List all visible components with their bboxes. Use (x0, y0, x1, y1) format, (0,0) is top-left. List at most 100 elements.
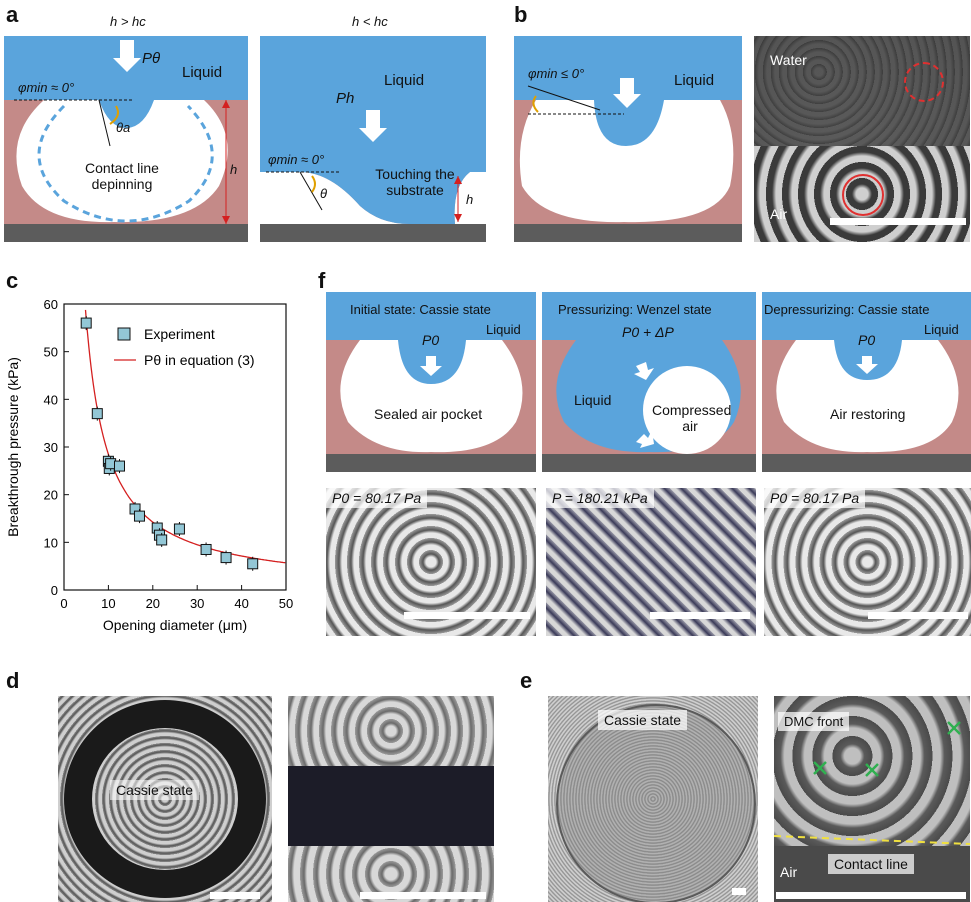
plot-frame (63, 303, 287, 591)
legend-label-fit: Pθ in equation (3) (144, 352, 255, 368)
state-3-title: Depressurizing: Cassie state (764, 302, 930, 317)
scale-bar (830, 218, 966, 225)
panel-d-micrograph-2 (288, 696, 494, 902)
panel-f-schematics: Initial state: Cassie state P0 Liquid Se… (326, 292, 971, 472)
panel-f-state-2: Pressurizing: Wenzel state P0 + ΔP Liqui… (542, 292, 756, 472)
panel-e-micrograph-1: Cassie state (548, 696, 758, 902)
scale-bar (360, 892, 486, 899)
p-h-label: Ph (336, 90, 355, 107)
scale-bar (404, 612, 530, 619)
phi-min-label: φmin ≤ 0° (528, 66, 585, 81)
data-point (200, 543, 212, 555)
data-point (133, 510, 145, 522)
y-axis-label: Breakthrough pressure (kPa) (5, 357, 21, 537)
x-axis-label: Opening diameter (μm) (103, 617, 247, 633)
x-tick-label: 0 (60, 596, 67, 611)
photo-1-label: P0 = 80.17 Pa (326, 488, 428, 508)
phi-min-label: φmin ≈ 0° (268, 152, 325, 167)
y-tick-label: 40 (44, 392, 58, 407)
data-point (114, 460, 125, 472)
y-tick-label: 20 (44, 488, 58, 503)
state-1-svg (326, 292, 536, 472)
panel-a-right: Liquid Ph φmin ≈ 0° θ h Touching the sub… (260, 36, 486, 242)
y-tick-label: 60 (44, 297, 58, 312)
panel-a-left-schematic (4, 36, 248, 242)
panel-a-left: Pθ Liquid φmin ≈ 0° θa h Contact line de… (4, 36, 248, 242)
panel-label-b: b (514, 2, 528, 27)
panel-b-schematic-svg (514, 36, 742, 242)
contact-line-label: Contact line (828, 854, 914, 874)
p-theta-label: Pθ (142, 50, 161, 67)
state-3-svg (762, 292, 971, 472)
circle-marker (842, 174, 884, 216)
data-point (91, 408, 103, 420)
panel-label-c: c (6, 268, 19, 293)
water-label: Water (770, 52, 807, 68)
state-1-pressure: P0 (422, 332, 440, 348)
panel-a-right-schematic (260, 36, 486, 242)
liquid-label: Liquid (384, 72, 425, 89)
panel-f-state-3: Depressurizing: Cassie state P0 Liquid A… (762, 292, 971, 472)
state-2-pressure: P0 + ΔP (622, 324, 674, 340)
x-tick-label: 10 (101, 596, 115, 611)
cassie-label: Cassie state (110, 780, 200, 800)
data-point (173, 523, 185, 535)
state-2-liquid: Liquid (574, 392, 612, 408)
panel-label-d: d (6, 668, 20, 693)
legend-marker-experiment (117, 327, 131, 341)
panel-e-micrograph-2: DMC front Air Contact line (774, 696, 970, 902)
state-3-body: Air restoring (830, 406, 906, 422)
panel-label-e: e (520, 668, 533, 693)
x-tick-label: 50 (279, 596, 293, 611)
y-tick-label: 50 (44, 345, 58, 360)
panel-f-photo-3: P0 = 80.17 Pa (764, 488, 971, 636)
panel-label-a: a (6, 2, 19, 27)
micrograph-pores-top (288, 696, 494, 766)
photo-2-label: P = 180.21 kPa (546, 488, 654, 508)
theta-label: θ (320, 186, 328, 201)
state-2-svg (542, 292, 756, 472)
air-label: Air (780, 864, 798, 880)
dmc-front-label: DMC front (778, 712, 850, 731)
panel-a-left-title: h > hc (110, 14, 146, 29)
phi-min-label: φmin ≈ 0° (18, 80, 75, 95)
panel-label-f: f (318, 268, 326, 293)
data-point (156, 534, 168, 546)
state-1-title: Initial state: Cassie state (350, 302, 491, 317)
y-tick-label: 10 (44, 535, 58, 550)
photo-3-label: P0 = 80.17 Pa (764, 488, 866, 508)
state-3-liquid: Liquid (924, 322, 959, 337)
data-point (247, 558, 259, 570)
state-1-liquid: Liquid (486, 322, 521, 337)
scale-bar (210, 892, 260, 899)
legend-label-experiment: Experiment (144, 326, 215, 342)
x-tick-label: 30 (190, 596, 204, 611)
panel-a-right-title: h < hc (352, 14, 388, 29)
h-label: h (230, 162, 238, 177)
scale-bar (776, 892, 966, 899)
depinning-label: Contact line depinning (85, 160, 159, 192)
panel-d-micrograph-1: Cassie state (58, 696, 272, 902)
scale-bar (868, 612, 968, 619)
panel-f-state-1: Initial state: Cassie state P0 Liquid Se… (326, 292, 536, 472)
x-tick-label: 20 (146, 596, 160, 611)
data-point (220, 552, 232, 564)
panel-f-photo-2: P = 180.21 kPa (546, 488, 756, 636)
theta-a-label: θa (116, 120, 131, 135)
dashed-circle-marker (904, 62, 944, 102)
y-tick-label: 30 (44, 440, 58, 455)
cassie-label: Cassie state (598, 710, 688, 730)
h-label: h (466, 192, 474, 207)
x-tick-label: 40 (234, 596, 248, 611)
y-tick-label: 0 (51, 583, 58, 598)
chart-c: 0 10 20 30 40 50 0 10 20 30 40 50 60 Opening diameter… (5, 297, 293, 633)
scale-bar (732, 888, 746, 895)
state-1-body: Sealed air pocket (374, 406, 483, 422)
data-point (80, 317, 92, 329)
fit-curve (84, 309, 286, 564)
panel-b-schematic: φmin ≤ 0° Liquid (514, 36, 742, 242)
liquid-label: Liquid (182, 64, 223, 81)
air-label: Air (770, 206, 788, 222)
panel-f-photo-1: P0 = 80.17 Pa (326, 488, 536, 636)
touching-label: Touching the substrate (375, 166, 455, 198)
